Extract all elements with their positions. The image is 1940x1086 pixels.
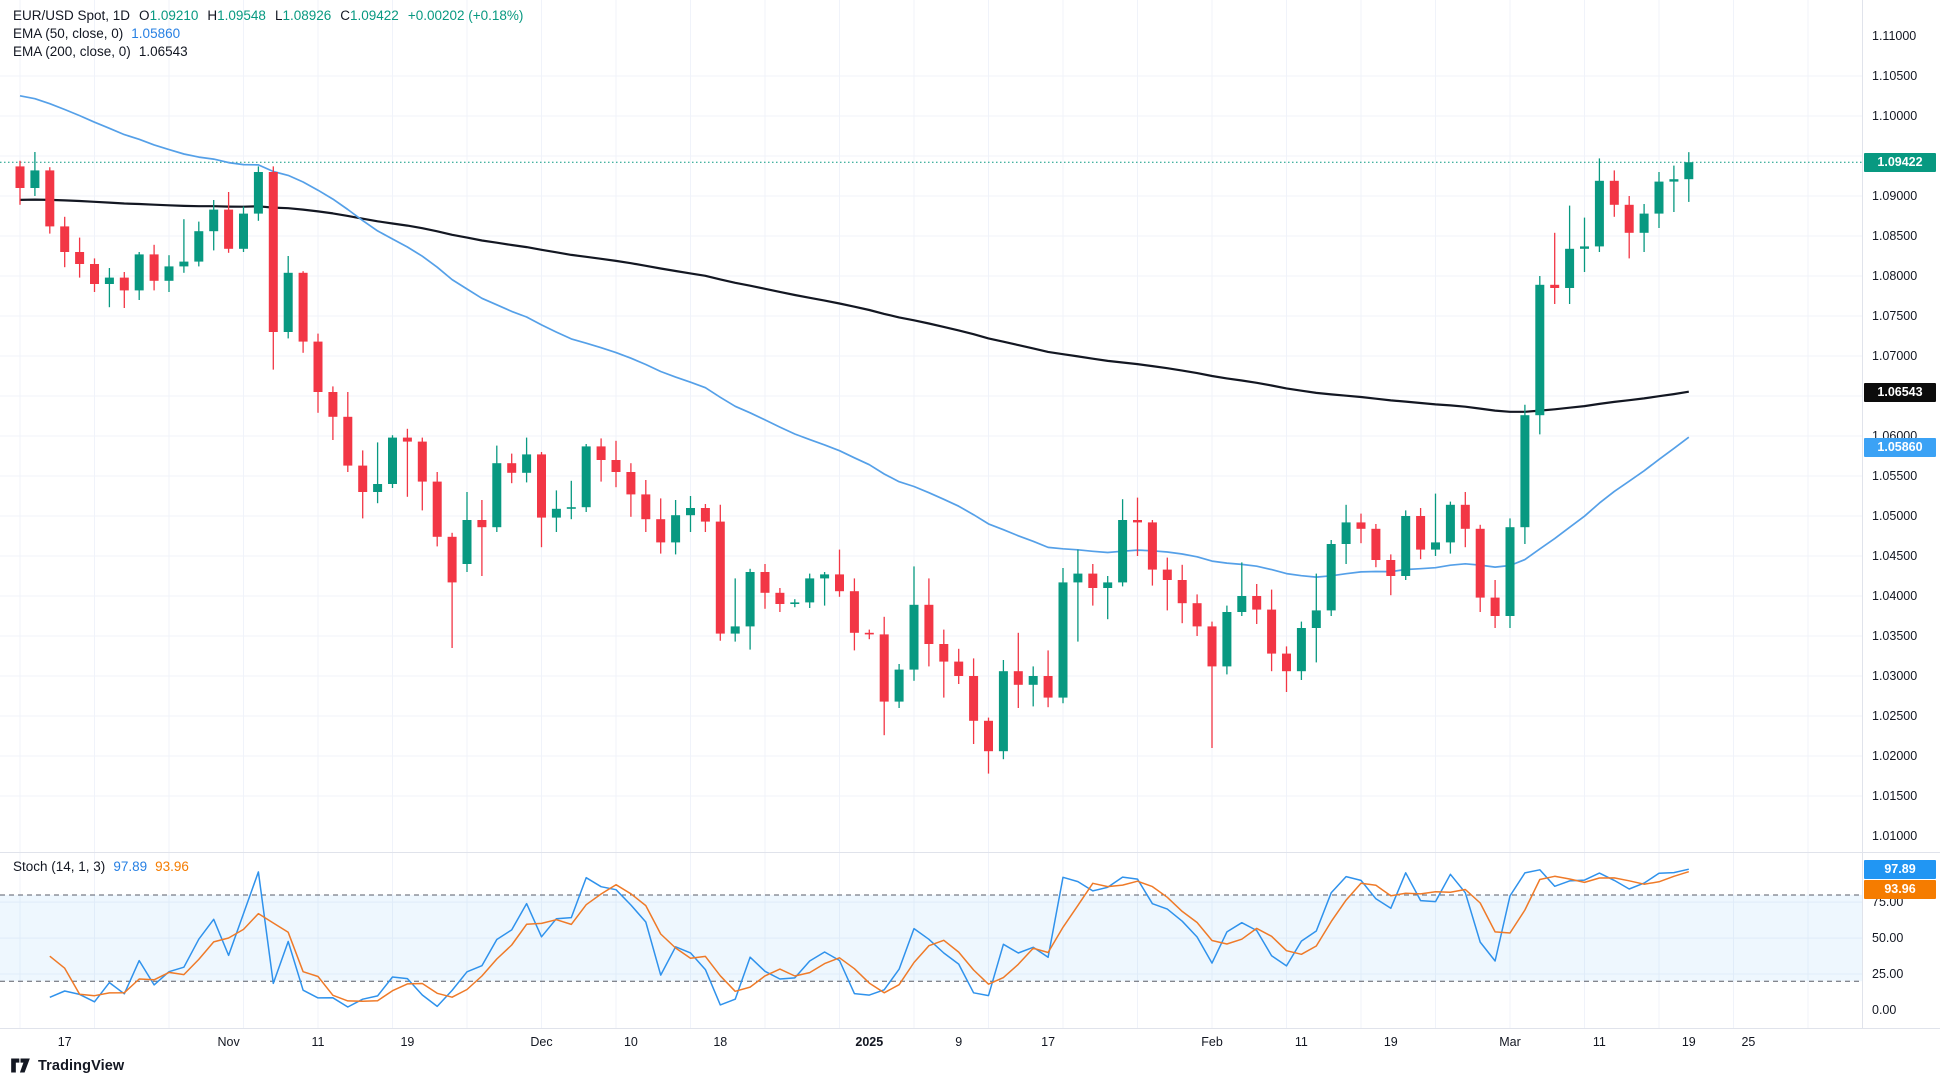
price-axis-label: 1.05500 — [1872, 468, 1918, 483]
last-price-tag: 1.09422 — [1864, 152, 1936, 172]
stoch-k-tag: 97.89 — [1864, 859, 1936, 879]
stoch-axis-label: 25.00 — [1872, 966, 1904, 981]
stoch-legend: Stoch (14, 1, 3) 97.89 93.96 — [13, 857, 189, 875]
time-axis-label: Dec — [530, 1035, 553, 1049]
stoch-axis-label: 50.00 — [1872, 930, 1904, 945]
time-axis-label: 19 — [400, 1035, 415, 1049]
stoch-d-tag: 93.96 — [1864, 879, 1936, 899]
price-axis-label: 1.02500 — [1872, 708, 1918, 723]
price-axis-label: 1.03500 — [1872, 628, 1918, 643]
price-axis-label: 1.11000 — [1872, 28, 1917, 43]
price-axis-label: 1.08000 — [1872, 268, 1918, 283]
tradingview-logo[interactable]: TradingView — [10, 1057, 124, 1074]
ohlc-open: O1.09210 — [139, 7, 199, 23]
stoch-legend-row[interactable]: Stoch (14, 1, 3) 97.89 93.96 — [13, 857, 189, 875]
price-axis-label: 1.10500 — [1872, 68, 1918, 83]
time-axis-label: 11 — [1294, 1035, 1308, 1049]
ema50-legend-row[interactable]: EMA (50, close, 0) 1.05860 — [13, 24, 523, 42]
ohlc-low: L1.08926 — [274, 7, 332, 23]
stoch-d-value: 93.96 — [155, 858, 189, 874]
time-axis-label: Feb — [1201, 1035, 1223, 1049]
pane-separator[interactable] — [0, 852, 1940, 853]
time-axis-label: 17 — [1041, 1035, 1056, 1049]
price-axis-label: 1.05000 — [1872, 508, 1918, 523]
time-axis-label: 11 — [311, 1035, 325, 1049]
time-axis-label: 19 — [1383, 1035, 1398, 1049]
tradingview-brand-text: TradingView — [38, 1057, 125, 1074]
ema200-price-tag: 1.06543 — [1864, 383, 1936, 403]
price-change: +0.00202 (+0.18%) — [407, 7, 524, 23]
price-axis-label: 1.09000 — [1872, 188, 1918, 203]
legend: EUR/USD Spot, 1D O1.09210 H1.09548 L1.08… — [13, 6, 523, 60]
stoch-k-value: 97.89 — [113, 858, 148, 874]
tradingview-mark-icon — [11, 1058, 30, 1073]
time-axis-label: 17 — [57, 1035, 72, 1049]
time-axis-label: 19 — [1681, 1035, 1696, 1049]
price-axis-label: 1.07500 — [1872, 308, 1918, 323]
time-axis-separator — [0, 1028, 1940, 1029]
price-axis-label: 1.10000 — [1872, 108, 1918, 123]
candles-layer — [15, 152, 1694, 774]
price-axis-label: 1.07000 — [1872, 348, 1918, 363]
price-axis-label: 1.04500 — [1872, 548, 1918, 563]
stoch-title: Stoch (14, 1, 3) — [13, 858, 106, 874]
time-axis-label: 9 — [955, 1035, 963, 1049]
price-axis-separator — [1862, 0, 1863, 1028]
time-axis-label: 2025 — [855, 1035, 884, 1049]
time-axis-label: 18 — [713, 1035, 728, 1049]
price-axis-label: 1.08500 — [1872, 228, 1918, 243]
ema200-title: EMA (200, close, 0) — [13, 43, 131, 59]
ema50-title: EMA (50, close, 0) — [13, 25, 124, 41]
ema50-price-tag: 1.05860 — [1864, 437, 1936, 457]
price-axis-label: 1.01000 — [1872, 828, 1918, 843]
time-axis-label: 25 — [1741, 1035, 1756, 1049]
symbol-legend-row[interactable]: EUR/USD Spot, 1D O1.09210 H1.09548 L1.08… — [13, 6, 523, 24]
time-axis-label: Nov — [217, 1035, 240, 1049]
ohlc-close: C1.09422 — [340, 7, 399, 23]
ema50-value: 1.05860 — [131, 25, 181, 41]
time-axis-label: 10 — [623, 1035, 638, 1049]
price-axis-label: 1.02000 — [1872, 748, 1918, 763]
ema200-legend-row[interactable]: EMA (200, close, 0) 1.06543 — [13, 42, 523, 60]
ohlc-high: H1.09548 — [207, 7, 266, 23]
time-axis-label: Mar — [1499, 1035, 1521, 1049]
symbol-title: EUR/USD Spot, 1D — [13, 7, 131, 23]
price-axis-label: 1.04000 — [1872, 588, 1918, 603]
price-axis-label: 1.03000 — [1872, 668, 1918, 683]
stoch-axis-label: 0.00 — [1872, 1002, 1897, 1017]
ema200-value: 1.06543 — [138, 43, 188, 59]
time-axis-label: 11 — [1592, 1035, 1606, 1049]
price-axis-label: 1.01500 — [1872, 788, 1918, 803]
